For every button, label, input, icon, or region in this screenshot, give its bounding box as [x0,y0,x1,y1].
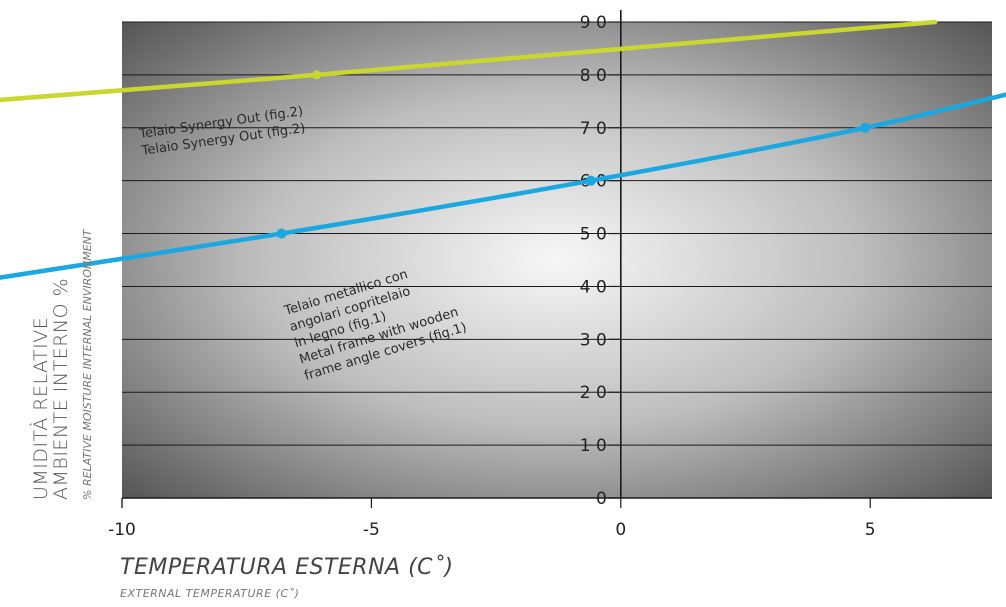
axes [122,10,992,499]
x-tick-label--5: -5 [363,520,380,540]
y-tick-label-80: 8 0 [580,66,607,86]
series-metal-frame-point-3 [860,122,871,133]
series-metal-frame-point-2 [585,175,596,186]
series-metal-frame-point-1 [276,228,287,239]
x-axis-sublabel: EXTERNAL TEMPERATURE (C˚) [120,587,300,600]
y-tick-label-0: 0 [596,489,607,509]
y-axis-label-line2: AMBIENTE INTERNO % [50,278,72,500]
series [0,19,1006,280]
y-tick-label-10: 1 0 [580,436,607,456]
plot-area [122,22,992,498]
y-axis-label-group: UMIDITÀ RELATIVE AMBIENTE INTERNO % % RE… [29,228,94,500]
y-tick-label-40: 4 0 [580,277,607,297]
y-tick-label-30: 3 0 [580,330,607,350]
x-tick-label-5: 5 [865,520,876,540]
y-tick-label-20: 2 0 [580,383,607,403]
x-tick-label-0: 0 [615,520,626,540]
gridlines [122,21,992,446]
series-metal-frame-line [0,92,1006,280]
y-axis-label-line1: UMIDITÀ RELATIVE [29,317,52,500]
y-ticks: 01 02 03 04 05 06 07 08 09 0 [580,13,621,509]
y-axis-sublabel: % RELATIVE MOISTURE INTERNAL ENVIRONMENT [81,228,94,500]
y-tick-label-90: 9 0 [580,13,607,33]
y-tick-label-50: 5 0 [580,225,607,245]
x-tick-label--10: -10 [108,520,136,540]
series-synergy-point-1 [312,70,322,80]
x-ticks: -15-10-5051 01 5 [108,498,876,540]
y-tick-label-70: 7 0 [580,119,607,139]
x-axis-label: TEMPERATURA ESTERNA (C˚) [120,555,454,580]
